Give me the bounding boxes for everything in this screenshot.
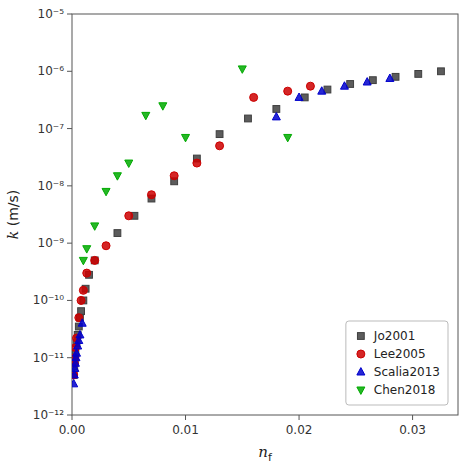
point <box>77 296 85 304</box>
point <box>284 134 292 141</box>
y-tick <box>67 243 72 244</box>
point <box>159 103 167 110</box>
legend-symbol <box>357 368 365 375</box>
point <box>306 82 314 90</box>
series <box>79 66 291 265</box>
y-axis-label-part: k <box>5 231 21 239</box>
point <box>250 93 258 101</box>
point <box>216 142 224 150</box>
point <box>79 257 87 264</box>
point <box>245 115 252 122</box>
point <box>78 319 86 326</box>
point <box>272 112 280 119</box>
point <box>91 223 99 230</box>
y-tick-label: 10⁻¹¹ <box>33 351 64 365</box>
point <box>347 81 354 88</box>
point <box>72 371 78 379</box>
point <box>142 112 150 119</box>
legend-symbol <box>357 387 365 394</box>
y-tick <box>67 300 72 301</box>
y-tick <box>67 128 72 129</box>
point <box>102 188 110 195</box>
point <box>76 331 84 338</box>
point <box>193 159 201 167</box>
point <box>72 379 78 386</box>
y-tick <box>67 415 72 416</box>
point <box>147 191 155 199</box>
series <box>72 68 444 378</box>
x-tick-label: 0.00 <box>59 423 86 437</box>
legend-symbol <box>357 350 365 358</box>
points <box>72 66 444 387</box>
point <box>83 246 91 253</box>
point <box>91 256 99 264</box>
point <box>216 131 223 138</box>
x-axis-label-part: f <box>268 451 273 464</box>
point <box>91 257 98 264</box>
x-tick <box>185 415 186 420</box>
legend-label: Lee2005 <box>374 347 426 361</box>
point <box>386 74 394 81</box>
legend-label: Chen2018 <box>374 383 436 397</box>
series <box>72 82 314 379</box>
y-tick-label: 10⁻⁷ <box>38 122 65 136</box>
y-tick <box>67 71 72 72</box>
point <box>79 286 87 294</box>
point <box>318 87 326 94</box>
point <box>125 160 133 167</box>
x-tick <box>72 415 73 420</box>
point <box>415 71 422 78</box>
point <box>284 87 292 95</box>
point <box>340 82 348 89</box>
chart: 0.00 0.01 0.02 0.03 10⁻¹² 10⁻¹¹ 10⁻¹⁰ 10⁻⁹ 10⁻⁸ 1… <box>0 0 474 471</box>
legend-label: Jo2001 <box>373 329 415 343</box>
point <box>238 66 246 73</box>
x-tick-label: 0.02 <box>286 423 313 437</box>
point <box>83 269 91 277</box>
x-axis-label-part: n <box>258 443 268 461</box>
x-axis-label: nf <box>258 443 273 464</box>
x-tick-label: 0.03 <box>399 423 426 437</box>
point <box>369 77 376 84</box>
y-tick <box>67 357 72 358</box>
plot-frame <box>72 14 458 415</box>
point <box>363 78 371 85</box>
point <box>182 134 190 141</box>
point <box>273 106 280 113</box>
y-axis-label: k (m/s) <box>5 190 21 240</box>
y-tick <box>67 14 72 15</box>
point <box>114 230 121 237</box>
y-tick-label: 10⁻¹² <box>33 408 64 422</box>
y-tick-label: 10⁻⁹ <box>38 236 65 250</box>
point <box>102 242 110 250</box>
point <box>170 172 178 180</box>
legend-box <box>346 321 448 405</box>
point <box>113 173 121 180</box>
x-tick <box>299 415 300 420</box>
y-tick-label: 10⁻⁶ <box>38 64 65 78</box>
y-axis-label-part: (m/s) <box>5 190 21 231</box>
point <box>295 93 303 100</box>
legend-symbol <box>357 333 364 340</box>
y-tick-label: 10⁻⁸ <box>38 179 65 193</box>
point <box>125 212 133 220</box>
x-tick-label: 0.01 <box>172 423 199 437</box>
legend-label: Scalia2013 <box>374 365 440 379</box>
y-tick-label: 10⁻⁵ <box>38 7 65 21</box>
point <box>438 68 445 75</box>
y-tick <box>67 185 72 186</box>
point <box>73 349 81 356</box>
y-tick-label: 10⁻¹⁰ <box>33 293 64 307</box>
legend: Jo2001 Lee2005 Scalia2013 Chen2018 <box>346 321 448 405</box>
x-tick <box>412 415 413 420</box>
